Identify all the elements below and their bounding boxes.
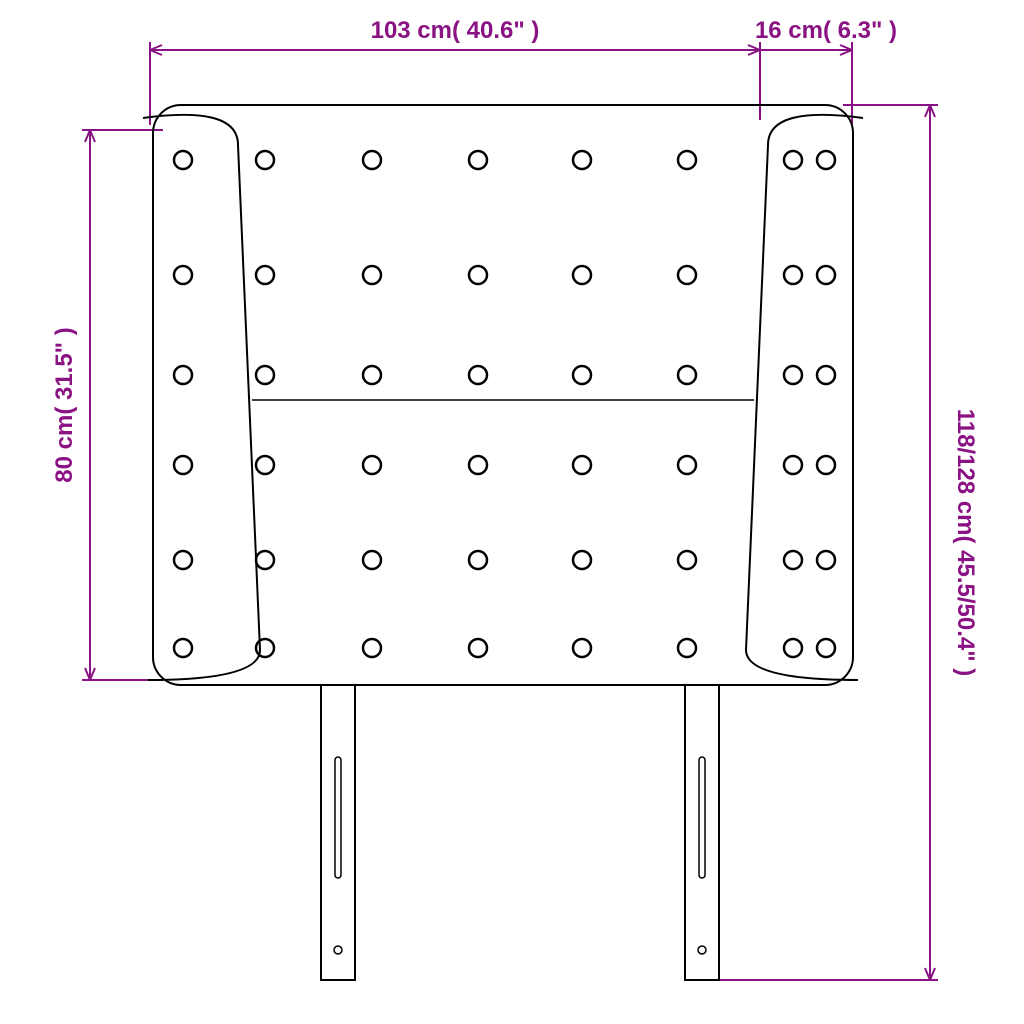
dimension-panel-height-label: 80 cm( 31.5" ) [51,327,78,482]
mounting-leg [685,685,719,980]
wing-right [746,115,863,680]
dimension-total-height-label: 118/128 cm( 45.5/50.4" ) [952,409,979,677]
dimension-width-label: 103 cm( 40.6" ) [371,17,540,44]
tufting-buttons [174,151,835,657]
wing-left [143,115,260,680]
mounting-leg [321,685,355,980]
dimension-depth-label: 16 cm( 6.3" ) [755,17,897,44]
